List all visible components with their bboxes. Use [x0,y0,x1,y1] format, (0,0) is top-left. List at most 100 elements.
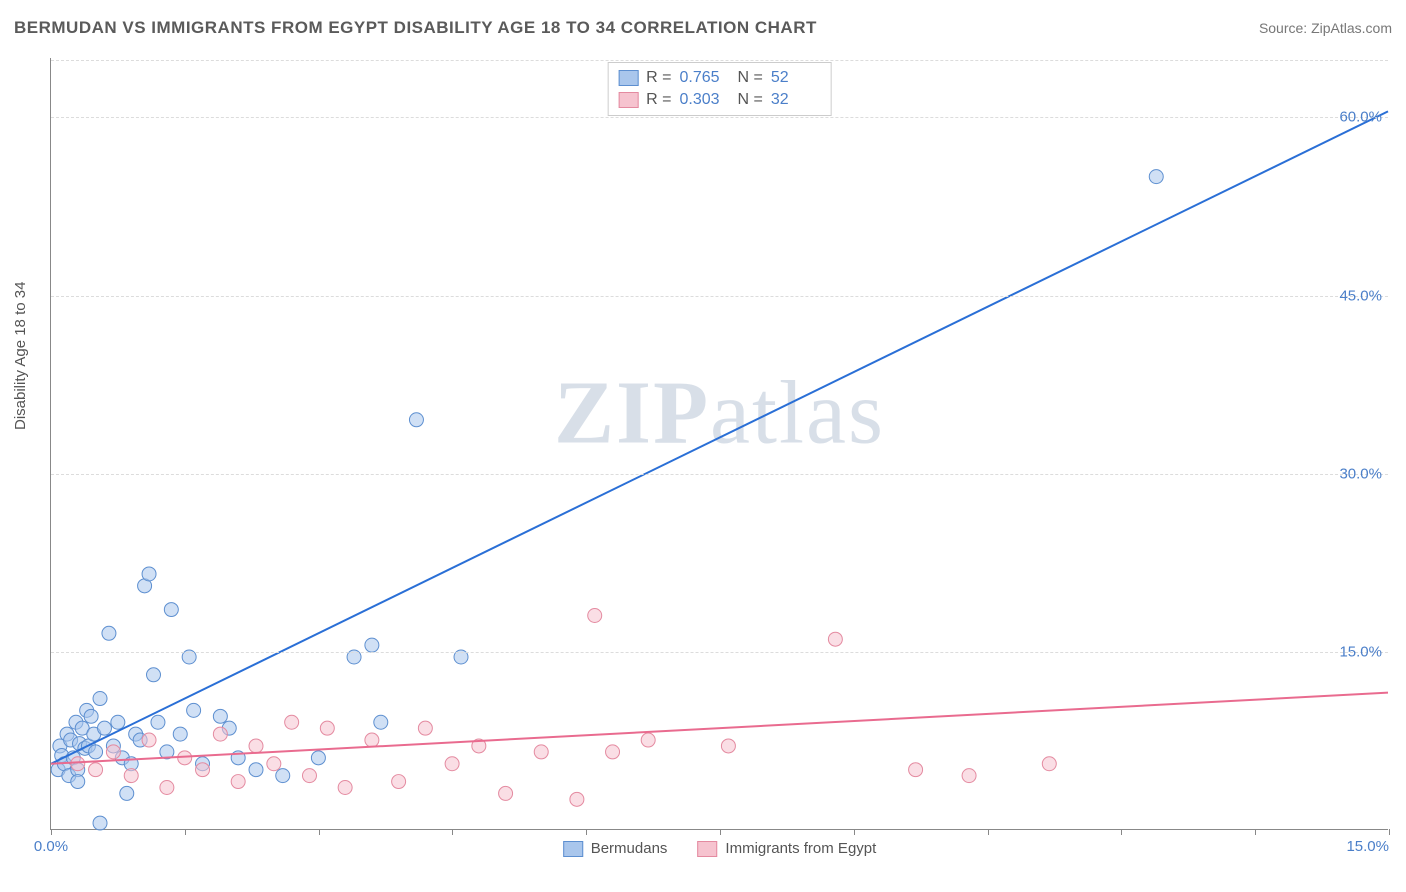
chart-svg [51,58,1388,829]
gridline-h [51,117,1388,118]
stats-row-blue: R = 0.765 N = 52 [618,67,821,89]
x-tick [185,829,186,835]
data-point [142,733,156,747]
r-value-blue: 0.765 [680,69,730,87]
data-point [106,745,120,759]
data-point [213,727,227,741]
legend-item-pink: Immigrants from Egypt [697,840,876,857]
data-point [570,792,584,806]
gridline-h [51,60,1388,61]
data-point [721,739,735,753]
data-point [124,769,138,783]
n-value-blue: 52 [771,69,821,87]
y-tick-label: 30.0% [1339,465,1382,482]
data-point [641,733,655,747]
data-point [365,638,379,652]
swatch-blue-2 [563,841,583,857]
data-point [102,626,116,640]
gridline-h [51,474,1388,475]
data-point [173,727,187,741]
data-point [249,763,263,777]
r-label-2: R = [646,91,671,109]
n-label: N = [738,69,763,87]
data-point [120,786,134,800]
r-value-pink: 0.303 [680,91,730,109]
data-point [160,780,174,794]
y-tick-label: 45.0% [1339,287,1382,304]
stats-row-pink: R = 0.303 N = 32 [618,89,821,111]
swatch-pink [618,92,638,108]
data-point [164,603,178,617]
n-label-2: N = [738,91,763,109]
data-point [445,757,459,771]
gridline-h [51,652,1388,653]
chart-title: BERMUDAN VS IMMIGRANTS FROM EGYPT DISABI… [14,18,817,38]
legend-label-blue: Bermudans [591,840,668,857]
data-point [365,733,379,747]
data-point [151,715,165,729]
data-point [249,739,263,753]
x-tick [854,829,855,835]
gridline-h [51,296,1388,297]
x-tick-label: 0.0% [34,838,68,855]
y-tick-label: 15.0% [1339,643,1382,660]
data-point [213,709,227,723]
data-point [111,715,125,729]
data-point [320,721,334,735]
data-point [418,721,432,735]
data-point [93,816,107,830]
data-point [196,763,210,777]
trend-line [51,111,1388,763]
data-point [142,567,156,581]
trend-line [51,693,1388,764]
chart-header: BERMUDAN VS IMMIGRANTS FROM EGYPT DISABI… [14,18,1392,38]
data-point [97,721,111,735]
data-point [534,745,548,759]
data-point [409,413,423,427]
data-point [147,668,161,682]
swatch-blue [618,70,638,86]
data-point [231,775,245,789]
bottom-legend: Bermudans Immigrants from Egypt [563,840,877,857]
x-tick [586,829,587,835]
data-point [909,763,923,777]
data-point [1149,170,1163,184]
chart-source: Source: ZipAtlas.com [1259,20,1392,36]
x-tick [319,829,320,835]
data-point [374,715,388,729]
data-point [89,763,103,777]
data-point [311,751,325,765]
swatch-pink-2 [697,841,717,857]
x-tick [452,829,453,835]
x-tick [720,829,721,835]
data-point [962,769,976,783]
data-point [71,775,85,789]
data-point [828,632,842,646]
data-point [187,703,201,717]
x-tick [1121,829,1122,835]
x-tick [51,829,52,835]
plot-area: ZIPatlas R = 0.765 N = 52 R = 0.303 N = … [50,58,1388,830]
data-point [276,769,290,783]
data-point [392,775,406,789]
legend-item-blue: Bermudans [563,840,668,857]
stats-legend: R = 0.765 N = 52 R = 0.303 N = 32 [607,62,832,116]
data-point [338,780,352,794]
y-tick-label: 60.0% [1339,109,1382,126]
data-point [84,709,98,723]
legend-label-pink: Immigrants from Egypt [725,840,876,857]
r-label: R = [646,69,671,87]
n-value-pink: 32 [771,91,821,109]
data-point [1042,757,1056,771]
data-point [499,786,513,800]
data-point [267,757,281,771]
x-tick [988,829,989,835]
data-point [71,757,85,771]
x-tick [1255,829,1256,835]
data-point [285,715,299,729]
x-tick-label: 15.0% [1346,838,1389,855]
data-point [588,609,602,623]
y-axis-label: Disability Age 18 to 34 [12,282,29,430]
data-point [89,745,103,759]
data-point [93,692,107,706]
